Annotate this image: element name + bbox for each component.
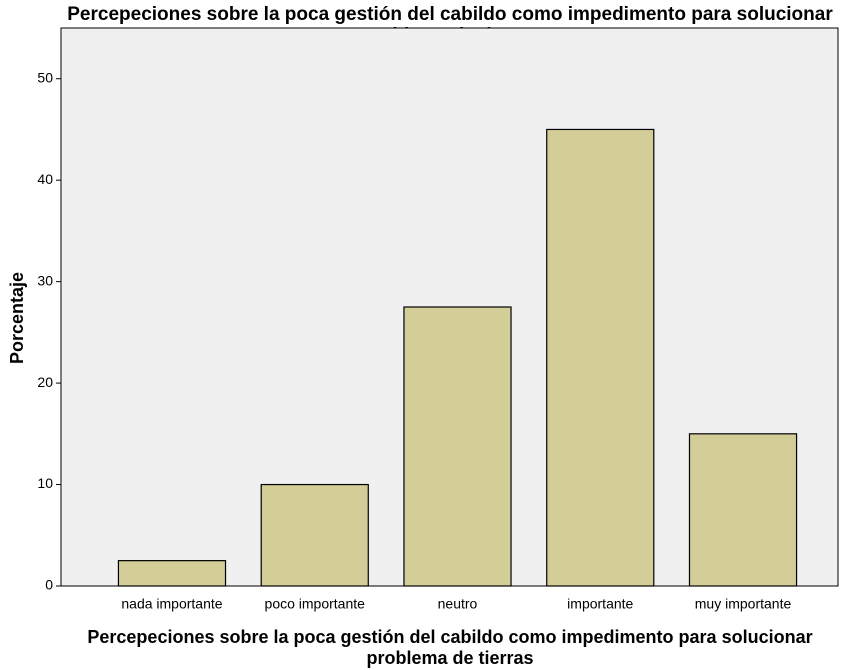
bar xyxy=(546,128,655,587)
y-axis-label: Porcentaje xyxy=(7,272,27,364)
y-tick-label: 0 xyxy=(45,577,53,593)
y-tick-label: 50 xyxy=(37,69,53,85)
bar xyxy=(260,483,369,587)
bar xyxy=(403,306,512,587)
bar xyxy=(117,560,227,587)
y-tick-label: 20 xyxy=(37,374,53,390)
y-tick-label: 10 xyxy=(37,475,53,491)
bar xyxy=(688,433,798,587)
x-axis-label: Percepeciones sobre la poca gestión del … xyxy=(87,627,813,668)
x-tick-label: nada importante xyxy=(121,596,222,612)
x-tick-label: muy importante xyxy=(695,596,792,612)
x-tick-label: importante xyxy=(567,596,633,612)
x-tick-label: poco importante xyxy=(265,596,366,612)
x-tick-label: neutro xyxy=(438,596,478,612)
y-tick-label: 30 xyxy=(37,272,53,288)
y-tick-label: 40 xyxy=(37,171,53,187)
